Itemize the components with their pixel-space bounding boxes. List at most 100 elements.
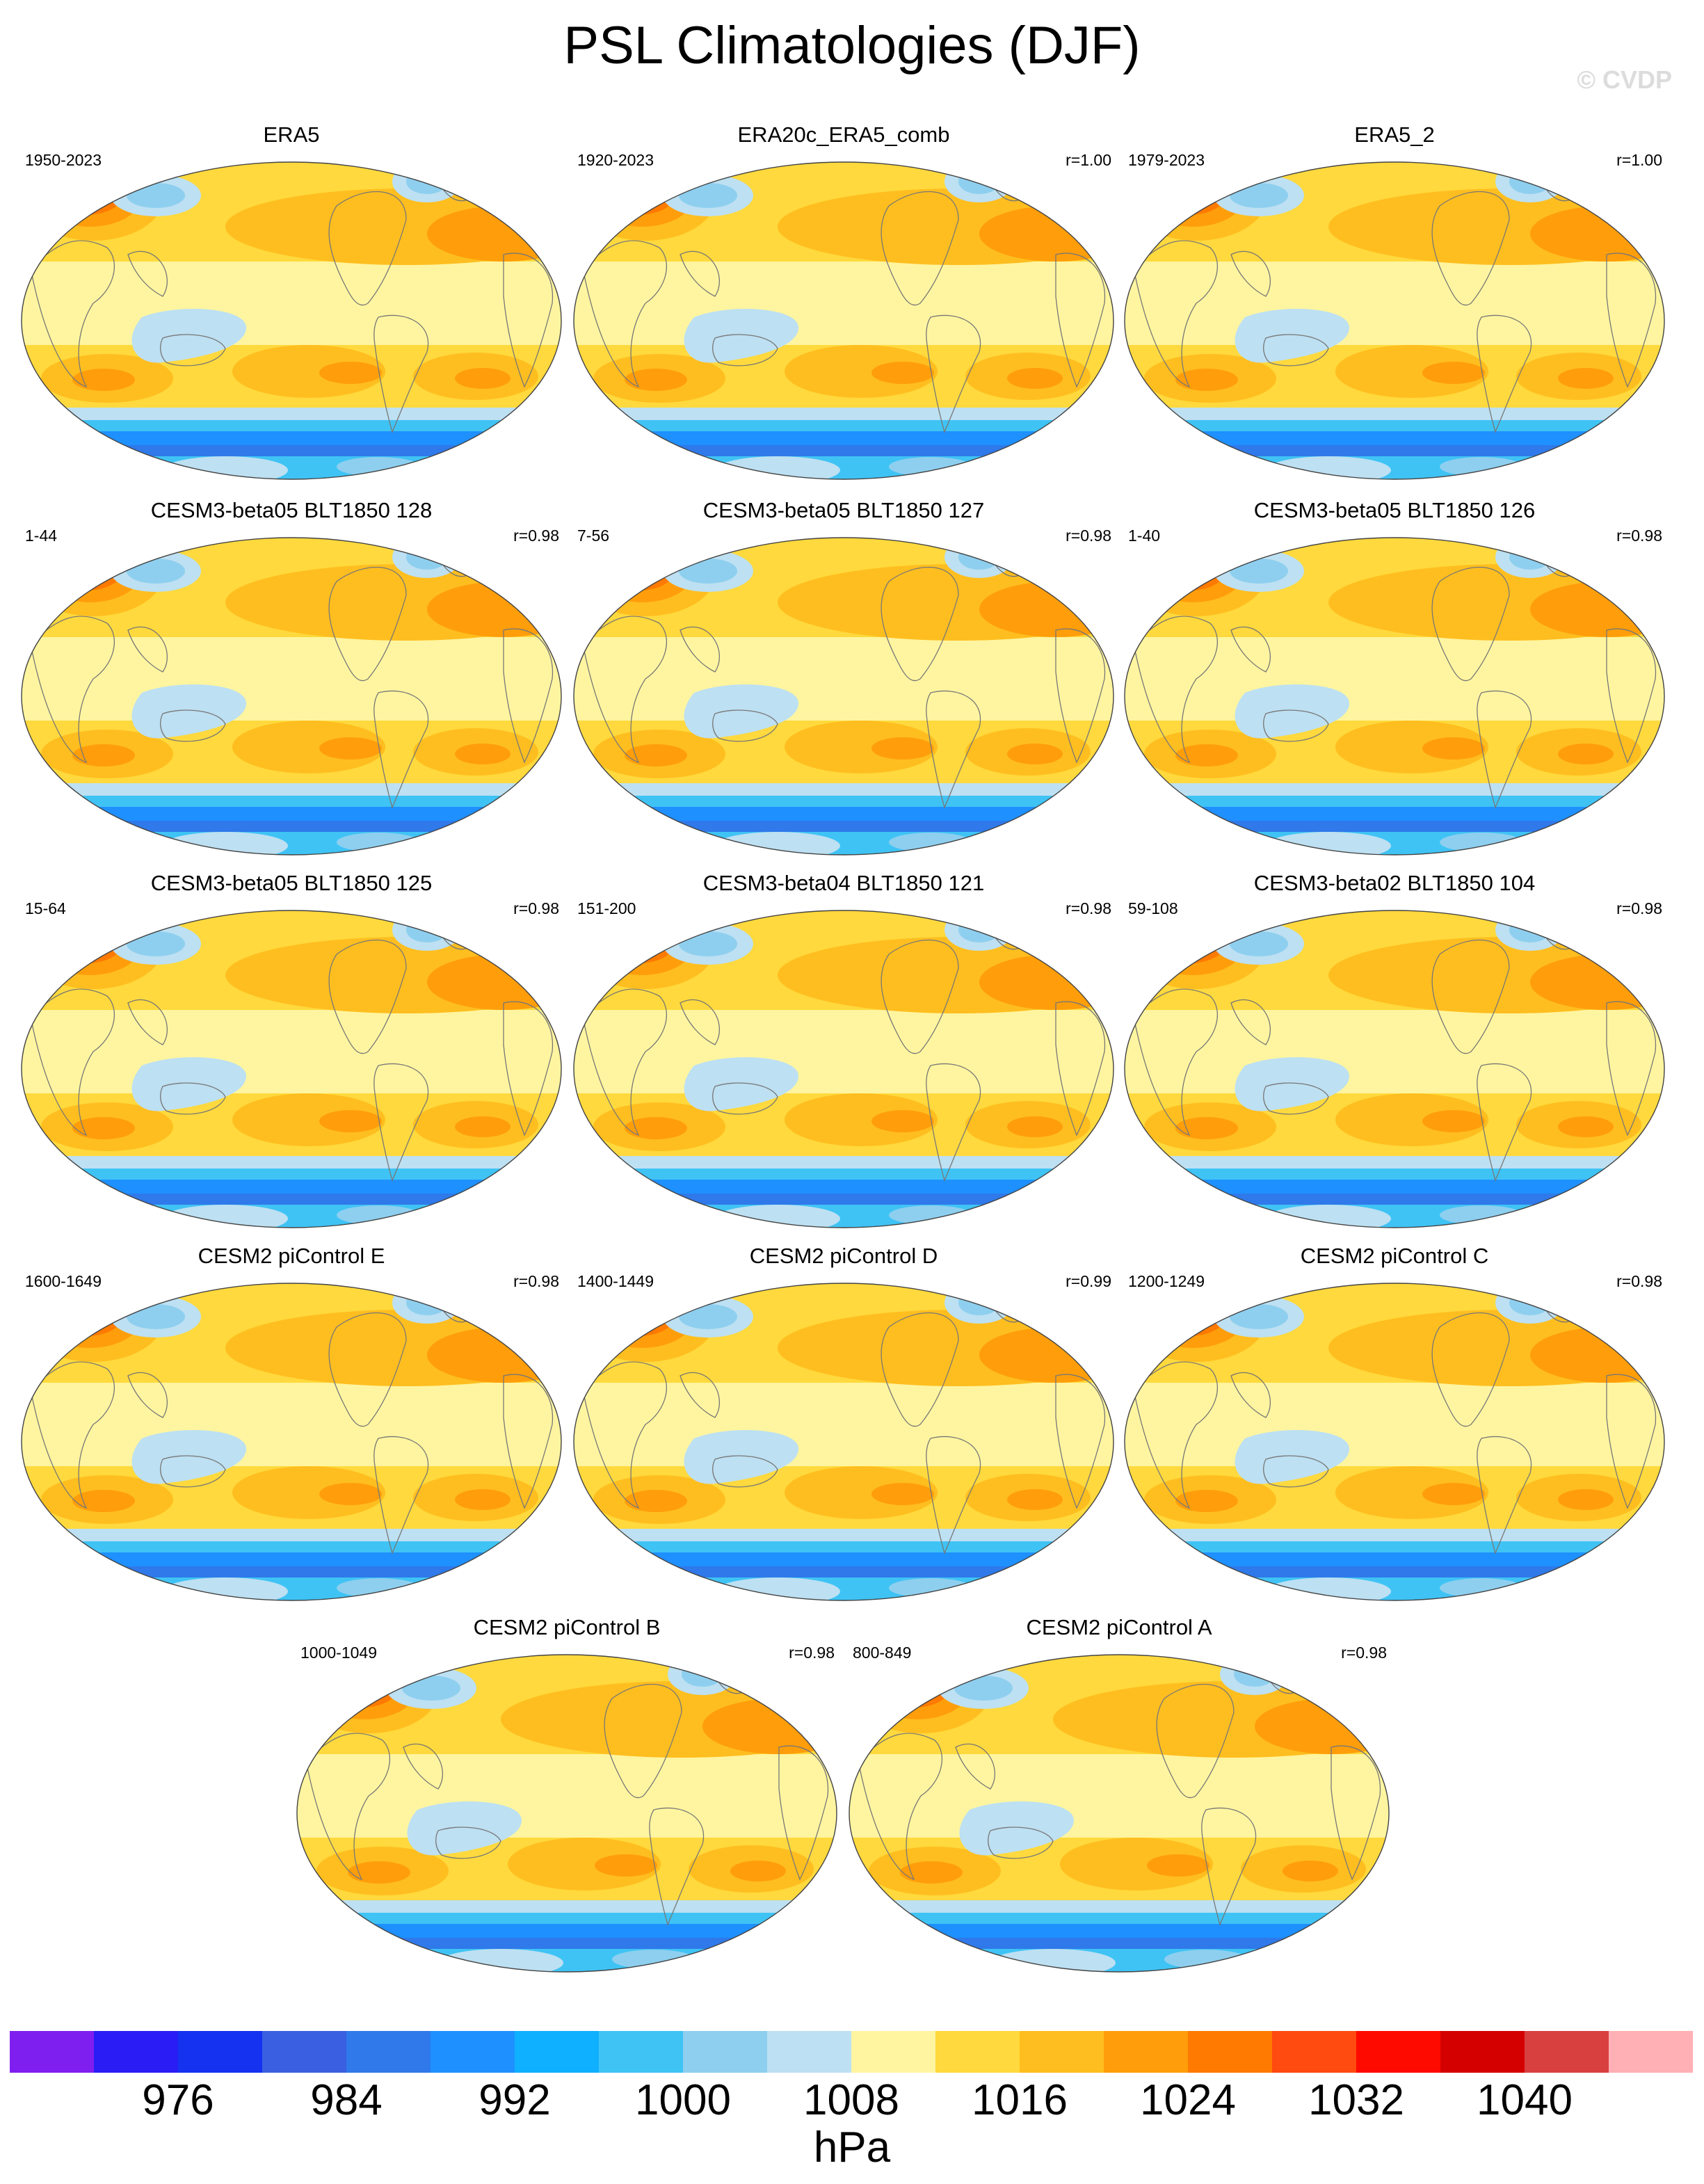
- panel-years: 15-64: [25, 899, 66, 917]
- panel-years: 1979-2023: [1128, 151, 1205, 169]
- colorbar-segment: [431, 2031, 515, 2073]
- colorbar-tick-label: 992: [479, 2076, 551, 2124]
- map-panel: CESM2 piControl B 1000-1049 r=0.98: [292, 1615, 842, 1973]
- panel-title: CESM3-beta04 BLT1850 121: [702, 871, 985, 895]
- panel-years: 151-200: [577, 899, 636, 917]
- panel-title: ERA20c_ERA5_comb: [737, 122, 950, 147]
- colorbar-tick-label: 1016: [972, 2076, 1068, 2124]
- panel-correlation: r=0.99: [1066, 1272, 1111, 1290]
- colorbar-segment: [935, 2031, 1020, 2073]
- map-panel: CESM3-beta05 BLT1850 126 1-40 r=0.98: [1120, 498, 1669, 856]
- panel-years: 59-108: [1128, 899, 1178, 917]
- psl-map: [573, 910, 1114, 1228]
- panel-title: CESM2 piControl E: [198, 1244, 385, 1268]
- psl-map: [21, 910, 562, 1228]
- colorbar-segment: [599, 2031, 684, 2073]
- map-panel: CESM2 piControl D 1400-1449 r=0.99: [569, 1244, 1118, 1601]
- panel-correlation: r=0.98: [1066, 899, 1111, 917]
- map-panel: CESM2 piControl E 1600-1649 r=0.98: [17, 1244, 566, 1601]
- colorbar-tick-label: 1032: [1308, 2076, 1404, 2124]
- colorbar-segment: [262, 2031, 347, 2073]
- panel-years: 1600-1649: [25, 1272, 102, 1290]
- map-panel: CESM2 piControl C 1200-1249 r=0.98: [1120, 1244, 1669, 1601]
- panel-correlation: r=1.00: [1066, 151, 1111, 169]
- panel-title: CESM3-beta05 BLT1850 127: [702, 498, 985, 522]
- colorbar-tick-label: 1008: [803, 2076, 899, 2124]
- colorbar-units: hPa: [813, 2123, 891, 2171]
- map-panel: CESM3-beta04 BLT1850 121 151-200 r=0.98: [569, 871, 1118, 1228]
- panel-correlation: r=0.98: [789, 1644, 835, 1662]
- figure-title: PSL Climatologies (DJF): [563, 16, 1141, 75]
- colorbar-segment: [767, 2031, 852, 2073]
- panel-title: CESM3-beta05 BLT1850 125: [150, 871, 433, 895]
- colorbar-tick-label: 976: [142, 2076, 214, 2124]
- psl-map: [296, 1654, 837, 1973]
- psl-map: [21, 537, 562, 856]
- colorbar-segment: [1440, 2031, 1525, 2073]
- panel-years: 800-849: [853, 1644, 912, 1662]
- colorbar-segment: [1272, 2031, 1357, 2073]
- panel-years: 1400-1449: [577, 1272, 654, 1290]
- psl-map: [1124, 537, 1665, 856]
- panel-correlation: r=1.00: [1616, 151, 1662, 169]
- panel-years: 1920-2023: [577, 151, 654, 169]
- colorbar-tick-label: 1000: [635, 2076, 731, 2124]
- psl-map: [1124, 1283, 1665, 1601]
- panel-title: CESM2 piControl B: [473, 1615, 661, 1639]
- panel-correlation: r=0.98: [1616, 527, 1662, 545]
- colorbar-tick-label: 1040: [1477, 2076, 1573, 2124]
- colorbar-segment: [851, 2031, 936, 2073]
- colorbar-segment: [683, 2031, 768, 2073]
- colorbar: [10, 2031, 1693, 2073]
- colorbar-segment: [1188, 2031, 1273, 2073]
- panel-correlation: r=0.98: [1341, 1644, 1387, 1662]
- map-panel: CESM3-beta05 BLT1850 125 15-64 r=0.98: [17, 871, 566, 1228]
- colorbar-segment: [1356, 2031, 1441, 2073]
- colorbar-tick-label: 984: [310, 2076, 383, 2124]
- panel-title: ERA5: [263, 122, 320, 147]
- panel-title: CESM2 piControl A: [1026, 1615, 1212, 1639]
- colorbar-segment: [10, 2031, 95, 2073]
- psl-map: [1124, 161, 1665, 480]
- panel-years: 1950-2023: [25, 151, 102, 169]
- colorbar-segment: [1020, 2031, 1104, 2073]
- copyright-watermark: © CVDP: [1577, 65, 1672, 94]
- panel-title: CESM3-beta05 BLT1850 126: [1253, 498, 1536, 522]
- panel-correlation: r=0.98: [1616, 899, 1662, 917]
- panel-title: CESM2 piControl C: [1300, 1244, 1489, 1268]
- panel-title: ERA5_2: [1354, 122, 1435, 147]
- psl-map: [573, 161, 1114, 480]
- panel-correlation: r=0.98: [513, 527, 559, 545]
- panel-years: 1-44: [25, 527, 58, 545]
- psl-map: [573, 1283, 1114, 1601]
- psl-map: [849, 1654, 1390, 1973]
- psl-map: [573, 537, 1114, 856]
- psl-map: [21, 1283, 562, 1601]
- psl-map: [1124, 910, 1665, 1228]
- panel-years: 1000-1049: [300, 1644, 377, 1662]
- map-panel: CESM3-beta05 BLT1850 128 1-44 r=0.98: [17, 498, 566, 856]
- map-panel: ERA20c_ERA5_comb 1920-2023 r=1.00: [569, 122, 1118, 480]
- map-panel: CESM3-beta02 BLT1850 104 59-108 r=0.98: [1120, 871, 1669, 1228]
- colorbar-segment: [1525, 2031, 1609, 2073]
- panel-title: CESM3-beta02 BLT1850 104: [1253, 871, 1536, 895]
- colorbar-segment: [178, 2031, 263, 2073]
- panel-title: CESM3-beta05 BLT1850 128: [150, 498, 433, 522]
- colorbar-segment: [515, 2031, 600, 2073]
- panel-correlation: r=0.98: [513, 899, 559, 917]
- colorbar-segment: [346, 2031, 431, 2073]
- panel-years: 1-40: [1128, 527, 1161, 545]
- colorbar-segment: [94, 2031, 179, 2073]
- panel-correlation: r=0.98: [513, 1272, 559, 1290]
- panel-years: 7-56: [577, 527, 610, 545]
- map-panel: CESM3-beta05 BLT1850 127 7-56 r=0.98: [569, 498, 1118, 856]
- map-panel: ERA5_2 1979-2023 r=1.00: [1120, 122, 1669, 480]
- psl-map: [21, 161, 562, 480]
- panel-title: CESM2 piControl D: [749, 1244, 938, 1268]
- map-panel: CESM2 piControl A 800-849 r=0.98: [844, 1615, 1394, 1973]
- colorbar-segment: [1104, 2031, 1189, 2073]
- panel-correlation: r=0.98: [1066, 527, 1111, 545]
- panel-years: 1200-1249: [1128, 1272, 1205, 1290]
- colorbar-labels: 976 984 992 1000 1008 1016 1024 1032 1040: [0, 2076, 1704, 2132]
- colorbar-segment: [1609, 2031, 1693, 2073]
